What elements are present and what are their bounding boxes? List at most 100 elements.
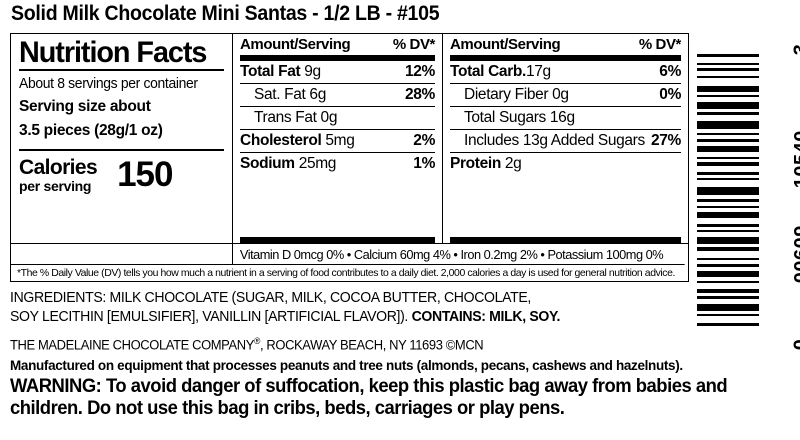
barcode-gap: [697, 283, 759, 288]
nutrient-column-middle: Amount/Serving % DV* Total Fat 9g 12% Sat.…: [233, 34, 443, 243]
left-block-spacer: [19, 193, 224, 243]
barcode-bar: [697, 198, 759, 202]
nutrient-name: Protein 2g: [450, 155, 522, 172]
barcode-digit-bottom: 0: [791, 339, 800, 351]
calories-label: Calories: [19, 155, 98, 179]
nutrition-facts-panel: Nutrition Facts About 8 servings per con…: [10, 33, 689, 282]
calories-row: Calories per serving 150: [19, 154, 224, 194]
nutrient-name: Sodium 25mg: [240, 155, 337, 172]
ingredients-text: INGREDIENTS: MILK CHOCOLATE (SUGAR, MILK…: [10, 289, 767, 327]
barcode-bar: [697, 68, 759, 72]
right-footer-bar: [450, 237, 681, 243]
nutrient-daily-value: 0%: [659, 86, 681, 103]
nutrient-row: Total Sugars 16g: [450, 107, 681, 130]
daily-value-footnote: *The % Daily Value (DV) tells you how mu…: [11, 264, 685, 281]
nutrient-name: Total Sugars 16g: [464, 109, 575, 126]
barcode-bar: [697, 187, 759, 195]
middle-column-spacer: [240, 175, 435, 237]
middle-dv-header: % DV*: [392, 36, 436, 53]
middle-nutrient-rows: Total Fat 9g 12% Sat. Fat 6g 28% Trans Fat 0…: [240, 61, 435, 175]
barcode-bar: [697, 178, 759, 181]
company-line: THE MADELAINE CHOCOLATE COMPANY®, ROCKAW…: [10, 336, 759, 353]
nutrient-daily-value: 1%: [413, 155, 435, 172]
nutrient-row: Sat. Fat 6g 28%: [240, 84, 435, 107]
nutrient-name: Sat. Fat 6g: [254, 86, 326, 103]
barcode-gap: [697, 78, 759, 85]
company-name: THE MADELAINE CHOCOLATE COMPANY: [10, 337, 254, 353]
nutrient-row: Cholesterol 5mg 2%: [240, 130, 435, 153]
nutrient-daily-value: 12%: [405, 63, 435, 80]
suffocation-warning: WARNING: To avoid danger of suffocation,…: [10, 376, 767, 420]
barcode-bar: [697, 236, 759, 244]
calories-divider: [19, 148, 224, 151]
barcode-bar: [697, 271, 759, 278]
warning-line-2: children. Do not use this bag in cribs, …: [10, 397, 565, 419]
barcode-bar: [697, 139, 759, 143]
right-header-bar: [450, 55, 681, 61]
nutrient-name: Total Carb.17g: [450, 63, 551, 80]
nutrient-daily-value: 6%: [659, 63, 681, 80]
allergen-manufacturing-note: Manufactured on equipment that processes…: [10, 356, 683, 373]
ingredients-line-2: SOY LECITHIN [EMULSIFIER], VANILLIN [ART…: [10, 309, 412, 326]
nutrition-upper-section: Nutrition Facts About 8 servings per con…: [11, 34, 688, 243]
barcode-gap: [697, 181, 759, 187]
barcode-bar: [697, 75, 759, 78]
barcode-bar: [697, 258, 759, 260]
nutrient-row: Total Fat 9g 12%: [240, 61, 435, 84]
nutrient-column-right: Amount/Serving % DV* Total Carb.17g 6% Die…: [443, 34, 688, 243]
nutrient-name: Dietary Fiber 0g: [464, 86, 569, 103]
nutrient-row: Trans Fat 0g: [240, 107, 435, 130]
barcode-digit-mid-left: 00609: [791, 225, 800, 284]
barcode-gap: [697, 252, 759, 258]
middle-column-header: Amount/Serving % DV*: [240, 36, 435, 55]
ingredients-line-1: INGREDIENTS: MILK CHOCOLATE (SUGAR, MILK…: [10, 290, 531, 306]
vitamins-minerals-line: Vitamin D 0mcg 0% • Calcium 60mg 4% • Ir…: [239, 247, 664, 262]
barcode-bar: [697, 156, 759, 159]
upc-barcode: 3 10540 00609 0: [697, 32, 800, 350]
calories-value: 150: [117, 154, 173, 194]
barcode-bar: [697, 314, 759, 317]
right-column-header: Amount/Serving % DV*: [450, 36, 681, 55]
barcode-bar: [697, 288, 759, 293]
barcode-bar: [697, 54, 759, 57]
vitamins-strip: Vitamin D 0mcg 0% • Calcium 60mg 4% • Ir…: [11, 243, 688, 264]
nutrient-name: Cholesterol 5mg: [240, 132, 355, 149]
barcode-gap: [697, 57, 759, 62]
serving-size-line-2: 3.5 pieces (28g/1 oz): [19, 121, 163, 139]
nutrient-daily-value: 2%: [413, 132, 435, 149]
serving-size-line-1: Serving size about: [19, 97, 151, 115]
nutrient-row: Protein 2g: [450, 153, 681, 175]
barcode-bar: [697, 145, 759, 152]
lower-text-block: INGREDIENTS: MILK CHOCOLATE (SUGAR, MILK…: [10, 289, 790, 420]
barcode-bar: [697, 206, 759, 209]
nutrient-name: Trans Fat 0g: [254, 109, 338, 126]
barcode-bar: [697, 223, 759, 227]
contains-allergens: CONTAINS: MILK, SOY.: [411, 309, 561, 326]
barcode-bar: [697, 171, 759, 175]
barcode-bar: [697, 211, 759, 218]
company-address: , ROCKAWAY BEACH, NY 11693 ©MCN: [259, 337, 484, 353]
nutrition-facts-title: Nutrition Facts: [19, 36, 207, 69]
barcode-digit-top: 3: [791, 44, 800, 56]
barcode-bar: [697, 101, 759, 109]
barcode-bar: [697, 263, 759, 267]
nutrient-name: Total Fat 9g: [240, 63, 321, 80]
registered-mark-icon: ®: [253, 336, 260, 347]
warning-line-1: WARNING: To avoid danger of suffocation,…: [10, 375, 728, 397]
barcode-bar: [697, 85, 759, 92]
nutrient-row: Includes 13g Added Sugars 27%: [450, 130, 681, 153]
right-amount-header: Amount/Serving: [450, 36, 561, 53]
right-column-spacer: [450, 175, 681, 237]
middle-footer-bar: [240, 237, 435, 243]
nutrient-row: Dietary Fiber 0g 0%: [450, 84, 681, 107]
barcode-bar: [697, 162, 759, 167]
barcode-gap: [697, 218, 759, 223]
calories-label-group: Calories per serving: [19, 155, 98, 194]
calories-sublabel: per serving: [19, 177, 92, 194]
barcode-gap: [697, 166, 759, 171]
barcode-bar: [697, 280, 759, 283]
title-divider: [19, 68, 224, 71]
right-nutrient-rows: Total Carb.17g 6% Dietary Fiber 0g 0% Total …: [450, 61, 681, 175]
barcode-bar: [697, 323, 759, 326]
barcode-bar: [697, 95, 759, 98]
